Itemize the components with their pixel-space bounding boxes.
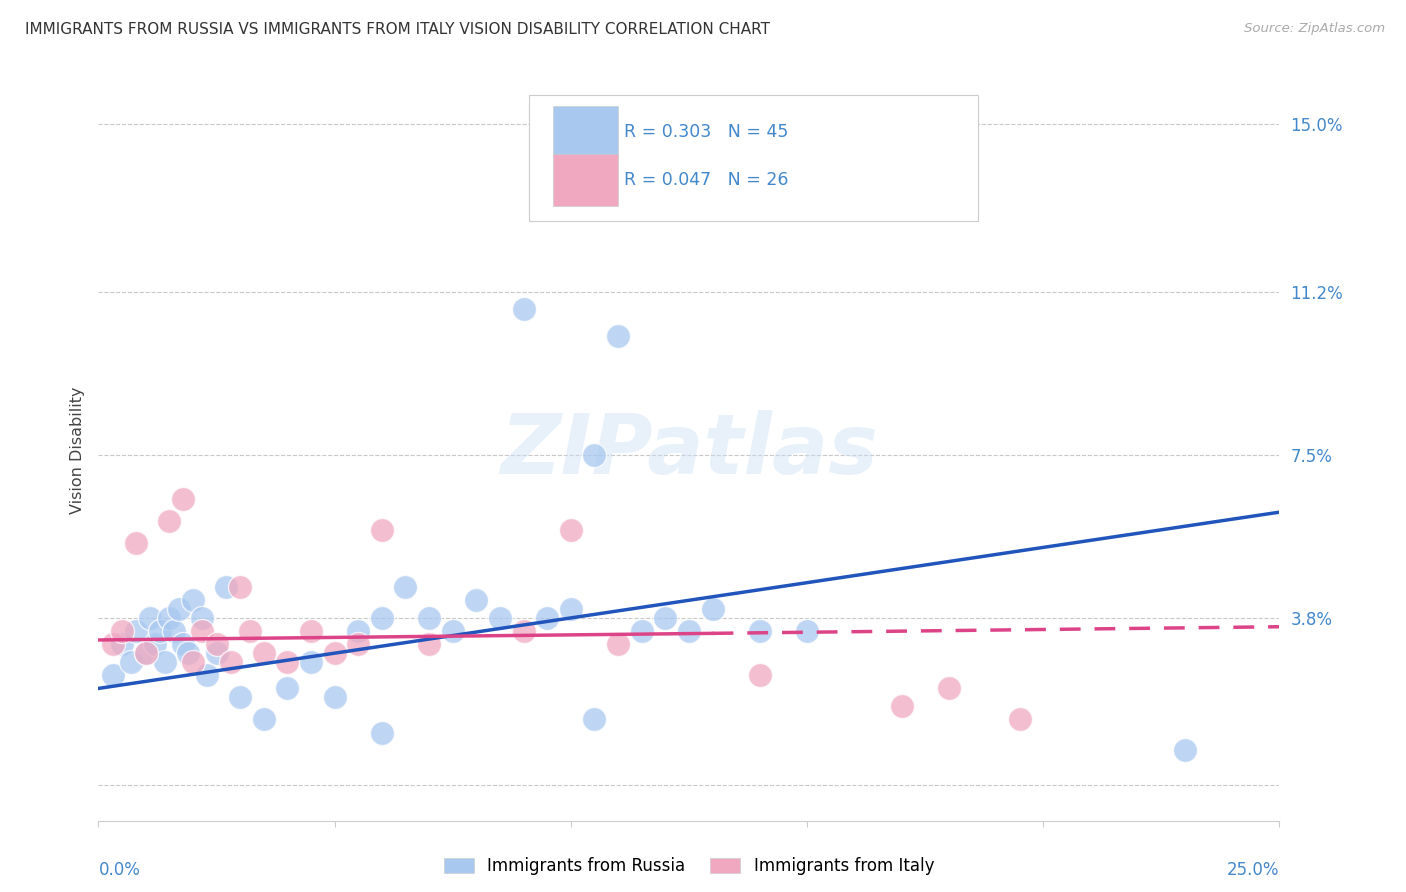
Point (172, 491, 194, 506)
Point (1008, 712, 1031, 726)
Point (135, 646, 157, 660)
Point (195, 668, 218, 682)
Point (418, 637, 440, 651)
Point (630, 624, 652, 639)
Point (253, 646, 276, 660)
Point (299, 624, 322, 639)
Point (153, 655, 176, 669)
Point (678, 624, 700, 639)
Point (229, 690, 252, 705)
Text: R = 0.047   N = 26: R = 0.047 N = 26 (624, 171, 789, 189)
Point (163, 624, 186, 639)
Text: ZIPatlas: ZIPatlas (501, 410, 877, 491)
Point (748, 624, 770, 639)
Point (441, 624, 464, 639)
Point (253, 712, 276, 726)
Point (536, 611, 558, 625)
Point (157, 611, 180, 625)
Point (323, 646, 346, 660)
Text: R = 0.303   N = 45: R = 0.303 N = 45 (624, 123, 789, 141)
FancyBboxPatch shape (530, 95, 979, 221)
Point (371, 611, 394, 625)
Point (654, 611, 676, 625)
Point (191, 611, 214, 625)
Point (111, 637, 134, 651)
Point (702, 602, 724, 616)
Text: Source: ZipAtlas.com: Source: ZipAtlas.com (1244, 22, 1385, 36)
Point (167, 602, 190, 616)
Point (205, 637, 228, 651)
FancyBboxPatch shape (553, 154, 619, 206)
Point (1174, 743, 1197, 757)
Point (323, 690, 346, 705)
Point (371, 725, 394, 739)
Legend: Immigrants from Russia, Immigrants from Italy: Immigrants from Russia, Immigrants from … (444, 857, 934, 875)
Point (172, 637, 194, 651)
Point (276, 655, 298, 669)
Point (465, 593, 488, 607)
Point (143, 637, 166, 651)
Point (512, 302, 534, 317)
Point (371, 523, 394, 537)
Text: 25.0%: 25.0% (1227, 861, 1279, 879)
Point (394, 580, 416, 594)
Point (101, 668, 124, 682)
Point (181, 655, 204, 669)
Point (229, 580, 252, 594)
Point (181, 593, 204, 607)
Point (299, 655, 322, 669)
Point (135, 646, 157, 660)
Point (938, 681, 960, 696)
Point (239, 624, 262, 639)
Point (139, 611, 162, 625)
Point (560, 602, 582, 616)
Point (583, 448, 606, 462)
Point (796, 624, 818, 639)
Point (177, 646, 200, 660)
Point (418, 611, 440, 625)
FancyBboxPatch shape (553, 106, 619, 158)
Point (607, 329, 630, 343)
Point (191, 624, 214, 639)
Point (347, 637, 370, 651)
Point (111, 624, 134, 639)
Point (157, 514, 180, 528)
Point (101, 637, 124, 651)
Point (748, 668, 770, 682)
Point (489, 611, 512, 625)
Point (125, 624, 148, 639)
Point (215, 580, 238, 594)
Point (121, 655, 143, 669)
Point (205, 646, 228, 660)
Point (890, 699, 912, 714)
Text: IMMIGRANTS FROM RUSSIA VS IMMIGRANTS FROM ITALY VISION DISABILITY CORRELATION CH: IMMIGRANTS FROM RUSSIA VS IMMIGRANTS FRO… (25, 22, 770, 37)
Point (219, 655, 242, 669)
Point (125, 536, 148, 550)
Point (583, 712, 606, 726)
Text: 0.0%: 0.0% (98, 861, 141, 879)
Point (276, 681, 298, 696)
Y-axis label: Vision Disability: Vision Disability (69, 387, 84, 514)
Point (149, 624, 172, 639)
Point (607, 637, 630, 651)
Point (512, 624, 534, 639)
Point (560, 523, 582, 537)
Point (347, 624, 370, 639)
